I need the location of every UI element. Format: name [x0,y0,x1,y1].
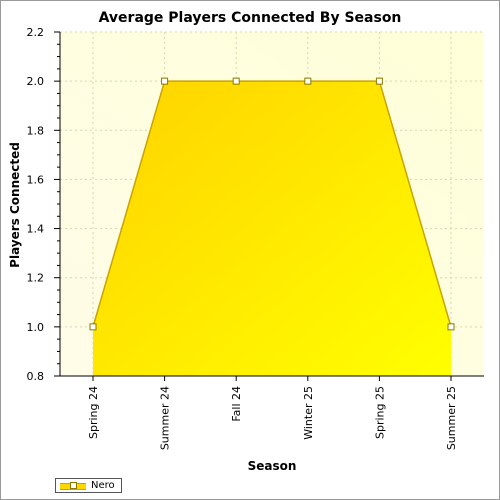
x-tick-label: Spring 25 [373,386,386,439]
y-tick-label: 0.8 [27,370,45,383]
data-point [375,77,383,85]
data-point [161,77,169,85]
y-tick-label: 1.0 [27,321,45,334]
y-tick-label: 2.0 [27,75,45,88]
data-point [304,77,312,85]
data-point [447,323,455,331]
y-tick-label: 1.8 [27,124,45,137]
y-tick-label: 2.2 [27,26,45,39]
x-tick-label: Fall 24 [230,386,243,422]
y-axis-title: Players Connected [8,142,22,268]
x-axis-title: Season [248,459,297,473]
data-point [232,77,240,85]
x-tick-label: Winter 25 [302,386,315,440]
legend-swatch-icon [60,481,86,490]
x-tick-label: Summer 25 [445,386,458,450]
y-tick-label: 1.2 [27,272,45,285]
x-tick-label: Summer 24 [159,386,172,450]
x-tick-label: Spring 24 [87,386,100,439]
y-tick-label: 1.4 [27,223,45,236]
series-line-nero [92,80,452,328]
data-point [89,323,97,331]
series-area-nero [93,81,451,377]
y-tick-label: 1.6 [27,173,45,186]
legend-label-nero: Nero [91,480,115,491]
legend: Nero [55,478,122,493]
chart-title: Average Players Connected By Season [99,10,402,26]
x-axis-ticks: Spring 24 Summer 24 Fall 24 Winter 25 Spring… [87,376,458,450]
y-axis-ticks: 0.8 1.0 1.2 1.4 1.6 1.8 2.0 2.2 [27,26,60,383]
data-points [89,77,455,331]
